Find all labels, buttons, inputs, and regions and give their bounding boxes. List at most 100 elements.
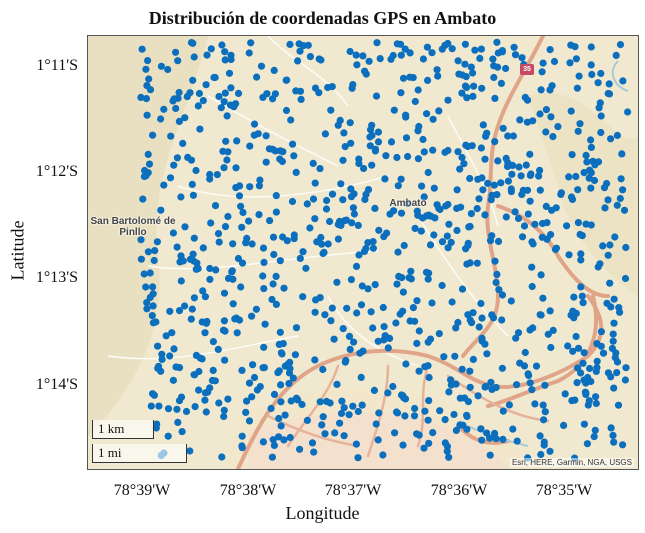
gps-point[interactable] [177,193,185,201]
gps-point[interactable] [549,133,557,141]
gps-point[interactable] [368,161,376,169]
gps-point[interactable] [289,374,297,382]
gps-point[interactable] [292,394,301,402]
gps-point[interactable] [515,163,523,171]
gps-point[interactable] [202,81,210,89]
gps-point[interactable] [384,389,392,397]
gps-point[interactable] [340,432,348,440]
gps-point[interactable] [392,319,400,327]
gps-point[interactable] [590,433,598,441]
gps-point[interactable] [319,249,327,258]
gps-point[interactable] [572,55,580,63]
gps-point[interactable] [316,398,324,406]
gps-point[interactable] [319,365,327,374]
gps-point[interactable] [311,308,319,316]
gps-point[interactable] [414,86,422,94]
gps-point[interactable] [514,214,523,222]
gps-point[interactable] [418,182,426,190]
gps-point[interactable] [149,131,157,139]
gps-point[interactable] [473,205,481,213]
gps-point[interactable] [201,329,209,337]
gps-point[interactable] [302,264,310,272]
gps-point[interactable] [144,150,152,158]
gps-point[interactable] [175,88,183,97]
gps-point[interactable] [389,382,397,391]
gps-point[interactable] [280,284,288,292]
gps-point[interactable] [457,203,465,211]
gps-point[interactable] [162,332,170,340]
gps-point[interactable] [536,110,544,118]
gps-point[interactable] [396,310,404,318]
gps-point[interactable] [151,247,159,255]
gps-point[interactable] [597,69,605,78]
gps-point[interactable] [169,229,177,237]
gps-point[interactable] [574,344,583,352]
gps-point[interactable] [531,400,539,408]
gps-point[interactable] [474,392,482,400]
gps-point[interactable] [597,112,605,120]
gps-point[interactable] [399,288,407,296]
gps-point[interactable] [181,302,189,310]
gps-point[interactable] [574,127,582,135]
gps-point[interactable] [337,180,345,188]
gps-point[interactable] [277,381,285,389]
gps-point[interactable] [510,43,518,51]
gps-point[interactable] [272,272,280,280]
gps-point[interactable] [615,304,623,312]
gps-point[interactable] [407,267,415,275]
gps-point[interactable] [324,240,332,248]
gps-point[interactable] [383,229,391,237]
gps-point[interactable] [606,241,614,249]
gps-point[interactable] [489,55,497,63]
gps-point[interactable] [311,179,319,187]
gps-point[interactable] [272,300,280,308]
gps-point[interactable] [364,186,373,194]
gps-point[interactable] [524,370,532,378]
gps-point[interactable] [411,404,419,413]
gps-point[interactable] [252,305,260,313]
gps-point[interactable] [277,398,285,406]
gps-point[interactable] [569,347,577,355]
gps-point[interactable] [322,205,331,213]
gps-point[interactable] [323,196,331,205]
gps-point[interactable] [215,92,223,101]
gps-point[interactable] [199,244,207,252]
gps-point[interactable] [299,293,307,301]
gps-point[interactable] [196,125,204,133]
gps-point[interactable] [425,439,433,447]
gps-point[interactable] [572,172,580,181]
gps-point[interactable] [210,73,218,82]
gps-point[interactable] [481,211,489,219]
gps-point[interactable] [423,43,431,51]
gps-point[interactable] [223,112,231,120]
gps-point[interactable] [544,330,552,338]
gps-point[interactable] [144,248,152,256]
gps-point[interactable] [464,142,472,151]
gps-point[interactable] [237,202,245,210]
gps-point[interactable] [319,413,327,421]
gps-point[interactable] [201,293,209,301]
gps-point[interactable] [309,159,317,167]
gps-point[interactable] [238,366,246,374]
gps-point[interactable] [373,39,381,47]
gps-point[interactable] [393,409,402,417]
gps-point[interactable] [532,362,541,370]
gps-point[interactable] [386,210,394,218]
gps-point[interactable] [153,238,161,246]
gps-point[interactable] [260,285,268,293]
gps-point[interactable] [567,41,575,49]
gps-point[interactable] [209,366,217,374]
gps-point[interactable] [483,350,491,358]
gps-point[interactable] [462,245,470,253]
gps-point[interactable] [237,283,245,291]
gps-point[interactable] [243,397,251,405]
gps-point[interactable] [326,399,334,407]
gps-point[interactable] [597,328,605,336]
gps-point[interactable] [321,130,329,138]
gps-point[interactable] [285,379,293,388]
gps-point[interactable] [359,52,367,60]
gps-point[interactable] [269,233,278,241]
gps-point[interactable] [591,161,599,169]
gps-point[interactable] [445,220,453,228]
gps-point[interactable] [482,382,490,391]
